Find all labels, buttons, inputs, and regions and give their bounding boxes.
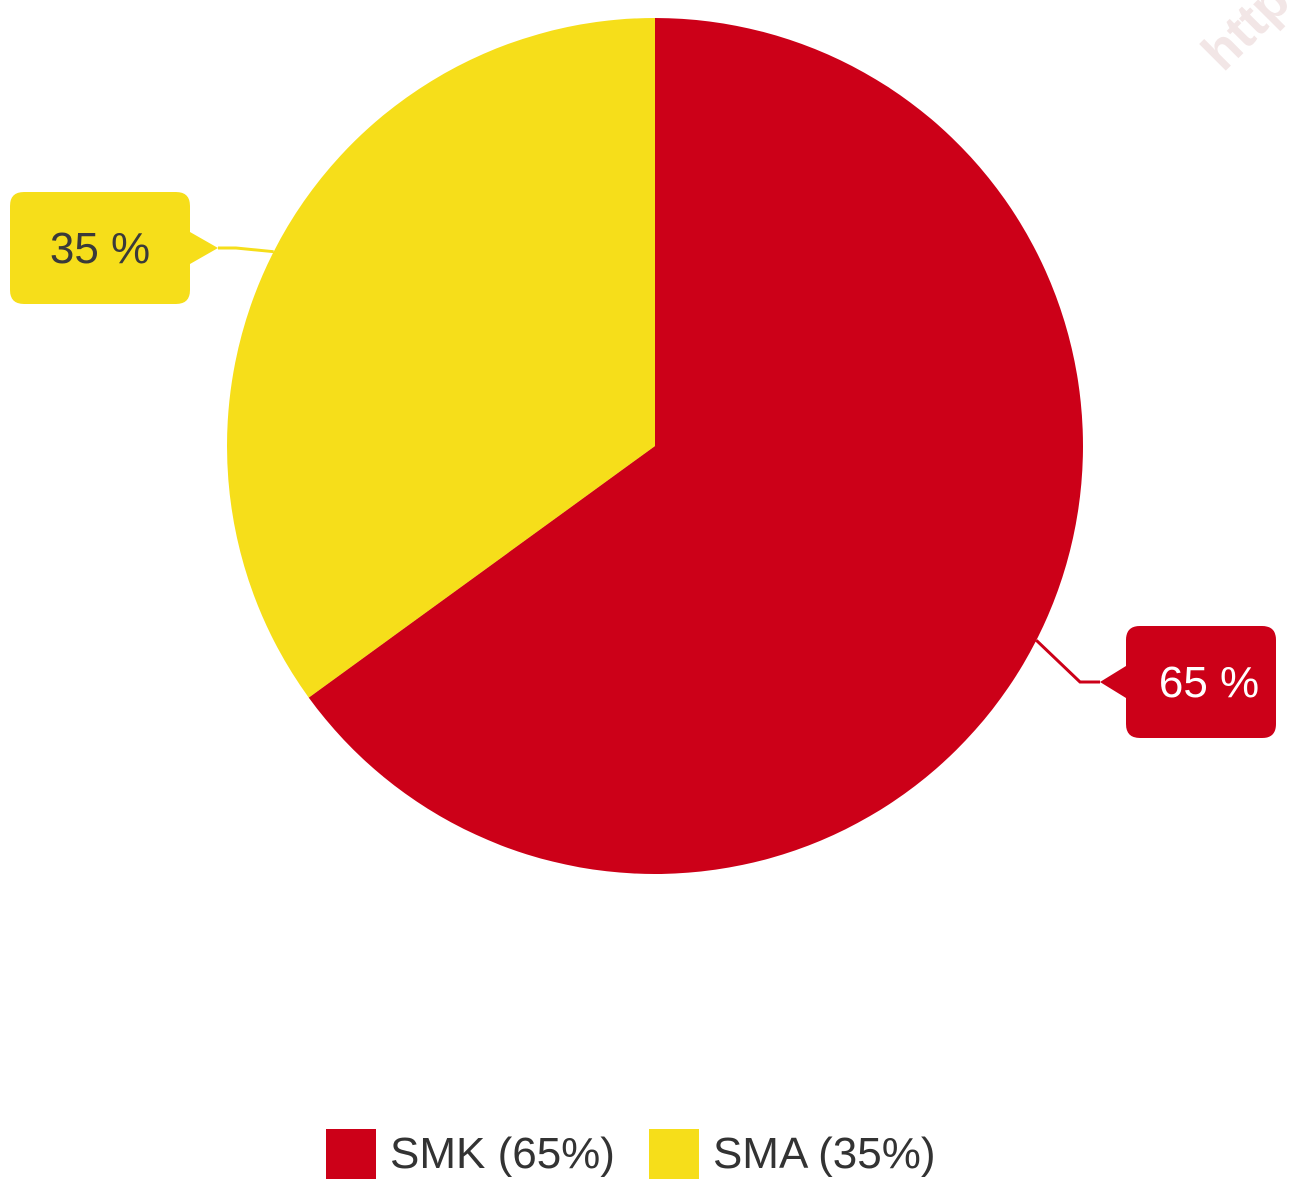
legend-swatch-smk <box>326 1129 376 1179</box>
data-label-smk: 65 % <box>1159 658 1259 707</box>
legend-item-sma[interactable]: SMA (35%) <box>648 1129 936 1179</box>
leader-line-smk <box>1035 639 1100 684</box>
pie-slice-sma[interactable] <box>226 18 655 698</box>
legend-swatch-sma <box>648 1129 699 1179</box>
pie-slice-smk[interactable] <box>308 18 1083 875</box>
legend-label-smk: SMK (65%) <box>390 1129 615 1178</box>
callout-box-smk <box>1100 626 1276 738</box>
leader-line-sma <box>218 246 274 254</box>
legend-item-smk[interactable]: SMK (65%) <box>326 1129 615 1179</box>
legend-label-sma: SMA (35%) <box>712 1129 936 1178</box>
pie-slices <box>226 18 1083 875</box>
legend: SMK (65%) SMA (35%) <box>326 1128 935 1180</box>
callout-box-sma <box>10 192 218 304</box>
data-label-callouts: 65 % 35 % <box>10 192 1276 738</box>
data-label-sma: 35 % <box>50 224 150 273</box>
